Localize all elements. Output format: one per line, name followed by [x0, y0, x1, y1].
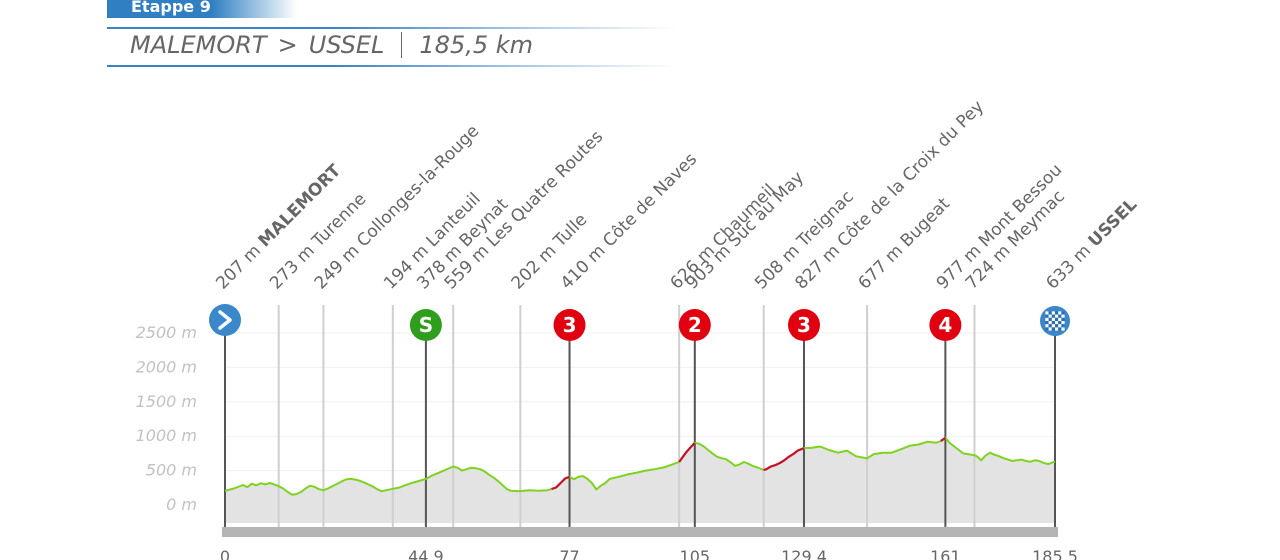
climb-icon-circle — [787, 309, 820, 341]
y-tick-label: 1000 m — [136, 426, 197, 445]
finish-flag-icon-square — [1051, 321, 1055, 325]
finish-flag-icon-square — [1045, 311, 1049, 315]
finish-flag-icon-square — [1048, 327, 1052, 331]
finish-flag-icon-square — [1048, 314, 1052, 318]
stage-tab: Etappe 9 — [107, 0, 297, 18]
route-finish: USSEL — [308, 31, 385, 59]
y-tick-label: 1500 m — [136, 392, 197, 411]
finish-flag-icon-square — [1061, 321, 1065, 325]
finish-flag-icon — [1040, 306, 1070, 336]
finish-flag-icon-square — [1058, 314, 1062, 318]
finish-flag-icon-square — [1051, 327, 1055, 331]
x-tick-label: 105 — [680, 547, 711, 560]
y-tick-label: 0 m — [166, 495, 197, 514]
header-bottom-rule — [107, 65, 677, 67]
finish-flag-icon-square — [1061, 327, 1065, 331]
finish-flag-icon-square — [1051, 311, 1055, 315]
finish-flag-icon-square — [1055, 327, 1059, 331]
x-tick-label: 0 — [220, 547, 230, 560]
start-flag-icon — [209, 304, 241, 336]
distance-base-bar — [222, 527, 1058, 537]
climb-category-label: 4 — [938, 313, 952, 337]
finish-flag-icon-square — [1058, 324, 1062, 328]
start-flag-icon-chevron — [218, 310, 232, 330]
finish-flag-icon-square — [1051, 324, 1055, 328]
finish-flag-icon-square — [1058, 321, 1062, 325]
finish-flag-icon-square — [1045, 321, 1049, 325]
profile-area — [225, 437, 1055, 523]
waypoint-altitude: 202 m — [508, 237, 564, 293]
waypoint-name: USSEL — [1085, 195, 1142, 252]
y-tick-label: 2000 m — [136, 357, 197, 376]
climb-segment — [551, 475, 570, 491]
climb-segment — [940, 436, 947, 442]
waypoint-name: Les Quatre Routes — [483, 127, 607, 251]
climb-segment — [678, 442, 696, 463]
climb-segment — [763, 447, 805, 472]
x-tick-label: 161 — [930, 547, 961, 560]
y-tick-label: 500 m — [146, 461, 197, 480]
sprint-icon-label: S — [419, 313, 433, 337]
finish-flag-icon-square — [1058, 327, 1062, 331]
waypoint-label: 977 m Mont Bessou — [933, 160, 1066, 293]
climb-category-icon: 2 — [678, 309, 711, 341]
climb-category-icon: 3 — [553, 309, 586, 341]
finish-flag-icon-square — [1061, 324, 1065, 328]
stage-label: Etappe 9 — [131, 0, 211, 16]
finish-flag-icon-square — [1061, 317, 1065, 321]
finish-flag-icon-square — [1058, 317, 1062, 321]
sprint-icon-circle — [409, 309, 442, 341]
climb-category-label: 3 — [563, 313, 577, 337]
route-divider — [401, 32, 403, 58]
waypoint-altitude: 207 m — [212, 237, 268, 293]
x-tick-label: 129,4 — [781, 547, 827, 560]
finish-flag-icon-square — [1055, 311, 1059, 315]
climb-category-icon: 4 — [929, 309, 962, 341]
climb-icon-circle — [678, 309, 711, 341]
route-title: MALEMORT > USSEL 185,5 km — [130, 31, 533, 59]
finish-flag-icon-square — [1048, 317, 1052, 321]
finish-flag-icon-square — [1045, 317, 1049, 321]
climb-category-icon: 3 — [787, 309, 820, 341]
finish-flag-icon-square — [1061, 314, 1065, 318]
finish-flag-icon-square — [1058, 311, 1062, 315]
finish-flag-icon-square — [1061, 311, 1065, 315]
header-top-rule — [107, 27, 677, 29]
climb-icon-circle — [929, 309, 962, 341]
start-flag-icon-circle — [209, 304, 241, 336]
finish-flag-icon-square — [1045, 314, 1049, 318]
finish-flag-icon-square — [1051, 317, 1055, 321]
route-distance: 185,5 km — [419, 31, 534, 59]
x-tick-label: 77 — [559, 547, 579, 560]
finish-flag-icon-square — [1048, 321, 1052, 325]
route-arrow: > — [277, 31, 298, 59]
climb-icon-circle — [553, 309, 586, 341]
climb-category-label: 3 — [797, 313, 811, 337]
finish-flag-icon-square — [1045, 327, 1049, 331]
waypoint-altitude: 677 m — [854, 237, 910, 293]
climb-category-label: 2 — [688, 313, 702, 337]
waypoint-altitude: 633 m — [1042, 237, 1098, 293]
waypoint-altitude: 273 m — [266, 237, 322, 293]
finish-flag-icon-square — [1048, 311, 1052, 315]
finish-flag-icon-square — [1045, 324, 1049, 328]
sprint-icon: S — [409, 309, 442, 341]
finish-flag-icon-square — [1048, 324, 1052, 328]
y-tick-label: 2500 m — [136, 323, 197, 342]
finish-flag-icon-square — [1051, 314, 1055, 318]
finish-flag-icon-square — [1055, 324, 1059, 328]
x-tick-label: 185,5 — [1032, 547, 1078, 560]
waypoint-label: 903 m Suc au May — [682, 168, 808, 294]
waypoint-name: Bugeat — [897, 194, 954, 251]
x-tick-label: 44,9 — [408, 547, 444, 560]
route-start: MALEMORT — [130, 31, 267, 59]
finish-flag-icon-square — [1055, 317, 1059, 321]
waypoint-name: Côte de Naves — [599, 149, 701, 251]
finish-flag-icon-square — [1055, 314, 1059, 318]
finish-flag-icon-square — [1055, 321, 1059, 325]
